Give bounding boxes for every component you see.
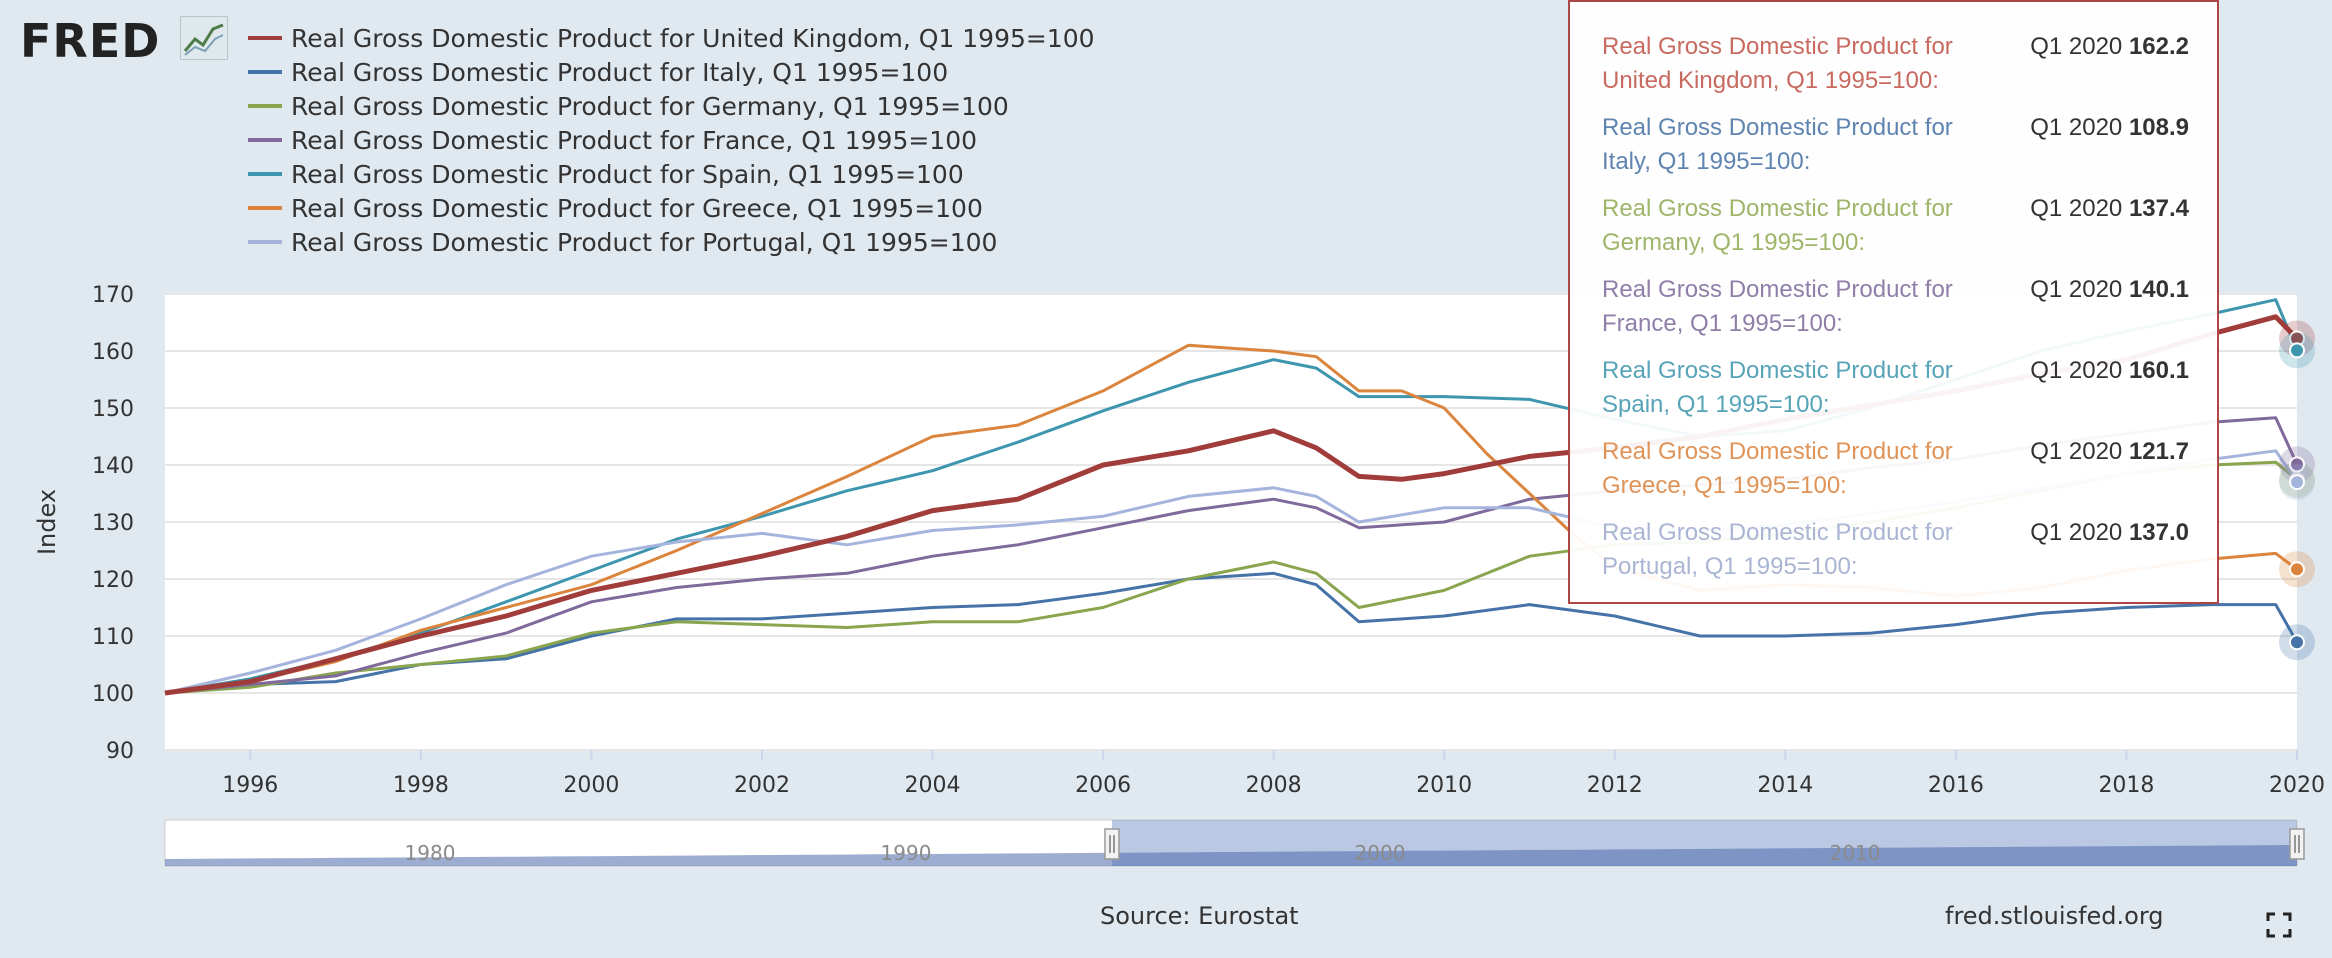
tooltip-row: Real Gross Domestic Product for Italy, Q…	[1602, 111, 2189, 179]
tooltip-period: Q1 2020	[2030, 33, 2123, 60]
tooltip-number: 160.1	[2128, 357, 2189, 384]
legend-item: Real Gross Domestic Product for Germany,…	[291, 92, 1009, 121]
fred-graph-icon	[180, 16, 228, 60]
series-line	[164, 571, 2299, 695]
y-axis-title: Index	[33, 489, 61, 555]
source-label: Source: Eurostat	[1100, 902, 1299, 930]
tooltip-number: 162.2	[2128, 33, 2189, 60]
navigator-series	[165, 845, 2297, 866]
y-tick-label: 100	[92, 682, 134, 707]
navigator-label: 2010	[1830, 841, 1881, 865]
data-point	[2289, 634, 2305, 651]
legend-item: Real Gross Domestic Product for Spain, Q…	[291, 160, 964, 189]
x-tick-label: 2010	[1416, 773, 1472, 798]
tooltip-value: Q1 2020 121.7	[2030, 435, 2189, 469]
tooltip-period: Q1 2020	[2030, 357, 2123, 384]
legend-item: Real Gross Domestic Product for Italy, Q…	[291, 58, 948, 87]
tooltip-row: Real Gross Domestic Product for United K…	[1602, 30, 2189, 98]
tooltip-series-name: Real Gross Domestic Product for United K…	[1602, 33, 1953, 94]
x-tick-label: 2002	[734, 773, 790, 798]
tooltip-row: Real Gross Domestic Product for Spain, Q…	[1602, 354, 2189, 422]
data-point	[2289, 456, 2305, 473]
tooltip-row: Real Gross Domestic Product for Germany,…	[1602, 192, 2189, 260]
x-tick-label: 2006	[1075, 773, 1131, 798]
site-link[interactable]: fred.stlouisfed.org	[1945, 902, 2164, 930]
tooltip-period: Q1 2020	[2030, 195, 2123, 222]
tooltip-period: Q1 2020	[2030, 438, 2123, 465]
legend-item: Real Gross Domestic Product for Greece, …	[291, 194, 983, 223]
navigator-label: 1990	[881, 841, 932, 865]
data-point	[2289, 474, 2305, 491]
navigator-label: 1980	[405, 841, 456, 865]
tooltip-number: 121.7	[2128, 438, 2189, 465]
tooltip-series-name: Real Gross Domestic Product for Italy, Q…	[1602, 114, 1953, 175]
y-tick-label: 150	[92, 397, 134, 422]
y-tick-label: 110	[92, 625, 134, 650]
tooltip-value: Q1 2020 160.1	[2030, 354, 2189, 388]
tooltip-value: Q1 2020 162.2	[2030, 30, 2189, 64]
tooltip-number: 137.0	[2128, 519, 2189, 546]
x-tick-label: 2018	[2098, 773, 2154, 798]
tooltip-value: Q1 2020 108.9	[2030, 111, 2189, 145]
x-tick-label: 2000	[563, 773, 619, 798]
y-tick-label: 160	[92, 340, 134, 365]
data-tooltip: Real Gross Domestic Product for United K…	[1568, 0, 2219, 604]
tooltip-row: Real Gross Domestic Product for France, …	[1602, 273, 2189, 341]
x-tick-label: 1996	[222, 773, 278, 798]
fred-logo[interactable]: FRED	[20, 14, 161, 68]
navigator-handle[interactable]	[1104, 828, 1120, 860]
x-tick-label: 2008	[1246, 773, 1302, 798]
tooltip-value: Q1 2020 137.0	[2030, 516, 2189, 550]
fullscreen-expand-icon[interactable]	[2266, 912, 2292, 938]
x-tick-label: 2016	[1928, 773, 1984, 798]
tooltip-period: Q1 2020	[2030, 519, 2123, 546]
legend-item: Real Gross Domestic Product for France, …	[291, 126, 977, 155]
y-tick-label: 90	[106, 739, 134, 764]
x-tick-label: 1998	[393, 773, 449, 798]
tooltip-series-name: Real Gross Domestic Product for Portugal…	[1602, 519, 1953, 580]
tooltip-series-name: Real Gross Domestic Product for Germany,…	[1602, 195, 1953, 256]
tooltip-series-name: Real Gross Domestic Product for Greece, …	[1602, 438, 1953, 499]
legend-item: Real Gross Domestic Product for United K…	[291, 24, 1095, 53]
tooltip-series-name: Real Gross Domestic Product for France, …	[1602, 276, 1953, 337]
y-tick-label: 130	[92, 511, 134, 536]
tooltip-row: Real Gross Domestic Product for Portugal…	[1602, 516, 2189, 584]
tooltip-period: Q1 2020	[2030, 114, 2123, 141]
x-tick-label: 2012	[1587, 773, 1643, 798]
tooltip-number: 137.4	[2128, 195, 2189, 222]
tooltip-number: 108.9	[2128, 114, 2189, 141]
y-tick-label: 120	[92, 568, 134, 593]
tooltip-value: Q1 2020 137.4	[2030, 192, 2189, 226]
legend-item: Real Gross Domestic Product for Portugal…	[291, 228, 997, 257]
navigator-label: 2000	[1355, 841, 1406, 865]
y-tick-label: 170	[92, 283, 134, 308]
tooltip-series-name: Real Gross Domestic Product for Spain, Q…	[1602, 357, 1953, 418]
x-tick-label: 2020	[2269, 773, 2325, 798]
tooltip-number: 140.1	[2128, 276, 2189, 303]
tooltip-row: Real Gross Domestic Product for Greece, …	[1602, 435, 2189, 503]
data-point	[2289, 342, 2305, 359]
x-tick-label: 2014	[1757, 773, 1813, 798]
navigator-handle[interactable]	[2289, 828, 2305, 860]
x-tick-label: 2004	[905, 773, 961, 798]
tooltip-value: Q1 2020 140.1	[2030, 273, 2189, 307]
tooltip-period: Q1 2020	[2030, 276, 2123, 303]
data-point	[2289, 561, 2305, 578]
y-tick-label: 140	[92, 454, 134, 479]
